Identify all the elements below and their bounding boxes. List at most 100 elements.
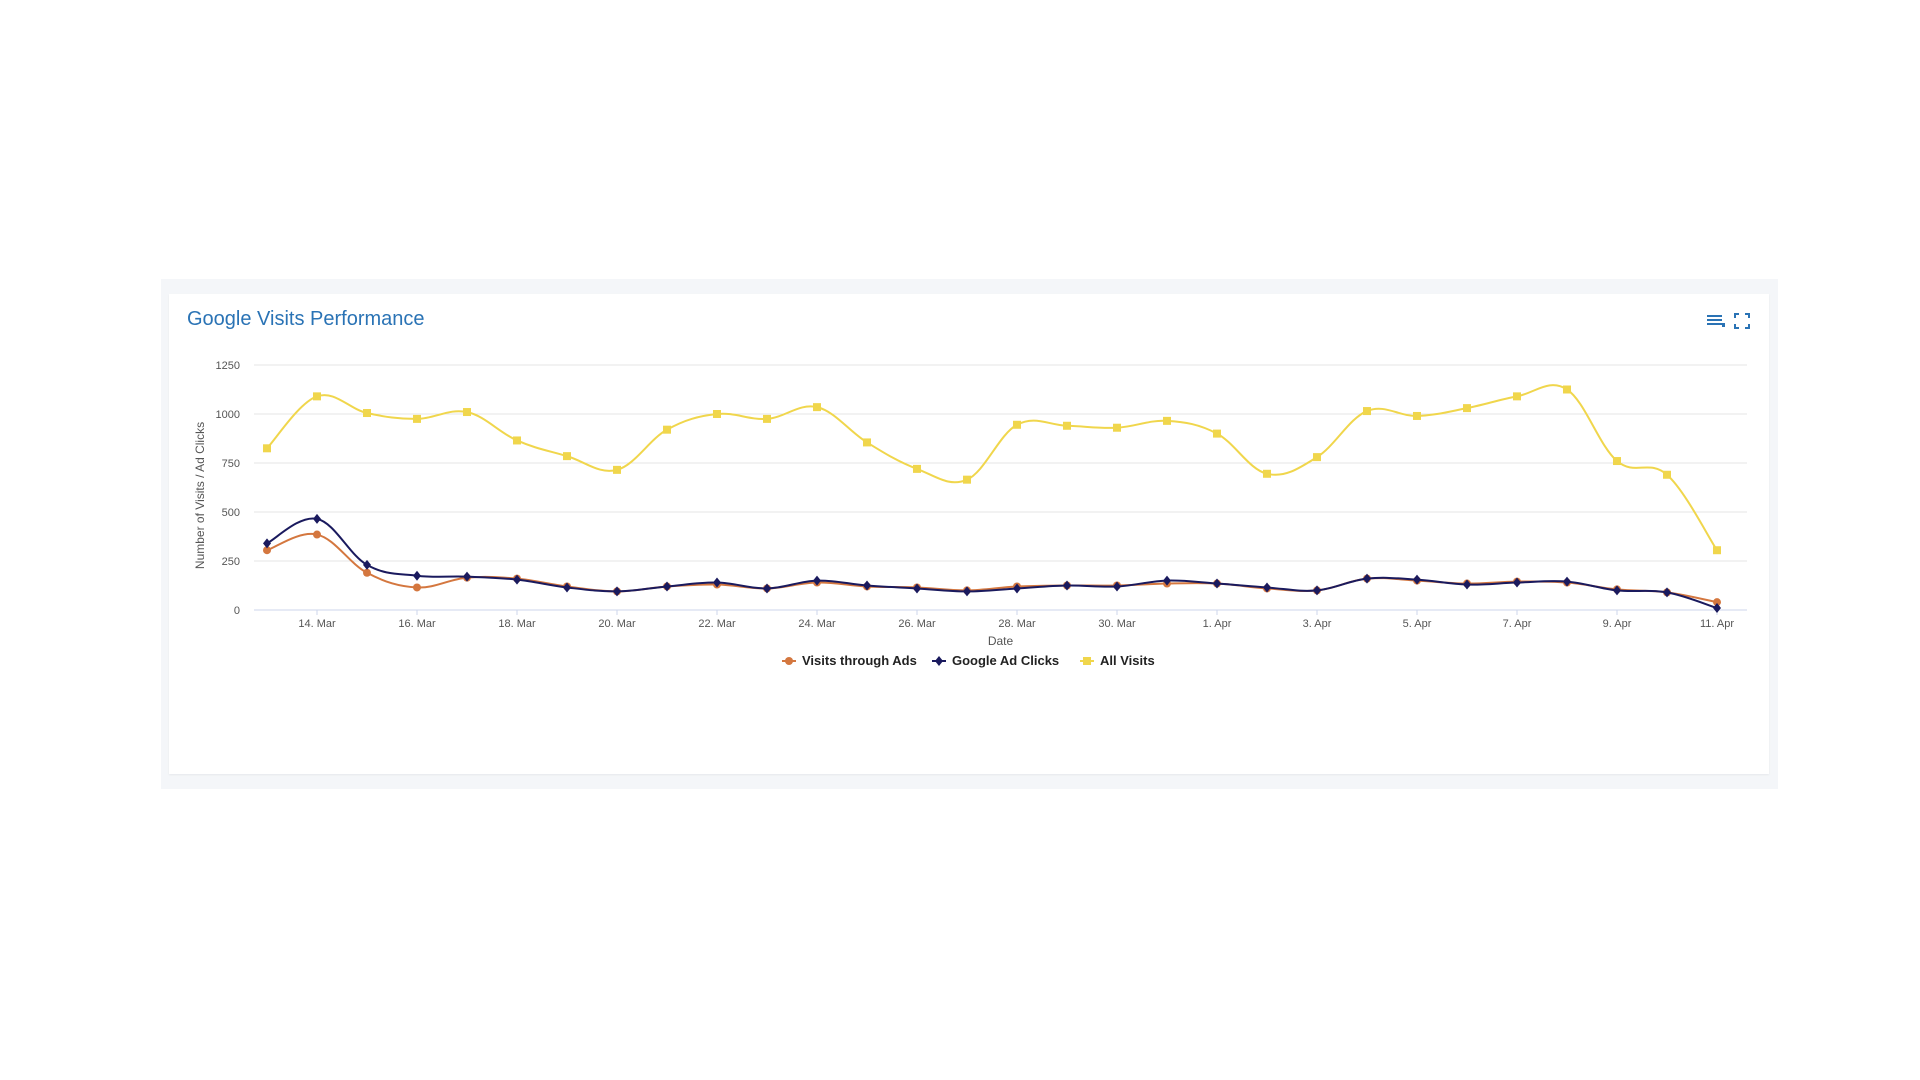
data-point — [313, 392, 321, 401]
data-point — [563, 452, 571, 461]
data-point — [813, 575, 821, 586]
data-point — [363, 559, 371, 570]
chart-toolbar — [1707, 312, 1751, 330]
x-tick-label: 26. Mar — [898, 618, 936, 630]
y-axis-title: Number of Visits / Ad Clicks — [193, 422, 207, 569]
data-point — [1613, 457, 1621, 466]
data-point — [513, 436, 521, 445]
x-tick-label: 1. Apr — [1203, 618, 1232, 630]
data-point — [713, 410, 721, 418]
data-point — [1263, 469, 1271, 478]
data-point — [1313, 453, 1321, 462]
line-chart: 0 250 500 750 1000 1250 14. Mar 16. Mar 18. Mar 2… — [193, 360, 1747, 668]
data-point — [1213, 578, 1221, 589]
data-point — [1063, 421, 1071, 430]
x-tick-label: 18. Mar — [498, 618, 536, 630]
x-tick-label: 20. Mar — [598, 618, 636, 630]
data-point — [813, 403, 821, 412]
data-point — [1063, 580, 1071, 591]
x-tick-label: 7. Apr — [1503, 618, 1532, 630]
data-point — [1163, 416, 1171, 425]
series-line — [266, 384, 1718, 551]
data-point — [263, 538, 271, 549]
legend-marker — [1083, 657, 1091, 665]
data-point — [613, 465, 621, 474]
data-point — [1363, 573, 1371, 584]
data-point — [1263, 582, 1271, 593]
x-tick-label: 22. Mar — [698, 618, 736, 630]
x-tick-label: 9. Apr — [1603, 618, 1632, 630]
data-point — [1513, 577, 1521, 588]
y-tick-label: 0 — [234, 605, 240, 617]
legend-marker — [935, 656, 943, 666]
data-point — [1463, 404, 1471, 413]
x-tick-label: 24. Mar — [798, 618, 836, 630]
data-point — [713, 577, 721, 588]
data-point — [1413, 411, 1421, 420]
data-point — [1213, 429, 1221, 438]
fullscreen-icon[interactable] — [1733, 312, 1751, 330]
data-point — [913, 464, 921, 473]
data-point — [863, 438, 871, 447]
data-point — [563, 582, 571, 593]
x-tick-label: 30. Mar — [1098, 618, 1136, 630]
data-point — [463, 408, 471, 417]
x-tick-label: 14. Mar — [298, 618, 336, 630]
data-point — [663, 425, 671, 434]
chart-title: Google Visits Performance — [187, 308, 425, 330]
data-point — [413, 583, 421, 592]
legend-item-label: Google Ad Clicks — [952, 653, 1059, 668]
hamburger-menu-icon[interactable] — [1707, 312, 1725, 330]
data-point — [1563, 576, 1571, 587]
legend-item-label: All Visits — [1100, 653, 1155, 668]
data-point — [263, 444, 271, 453]
x-tick-label: 3. Apr — [1303, 618, 1332, 630]
data-point — [1563, 385, 1571, 394]
data-point — [1163, 575, 1171, 586]
data-point — [1463, 579, 1471, 590]
data-point — [663, 581, 671, 592]
data-point — [613, 586, 621, 597]
y-tick-label: 750 — [222, 458, 240, 470]
x-tick-label: 16. Mar — [398, 618, 436, 630]
data-point — [413, 414, 421, 423]
data-point — [1663, 470, 1671, 479]
data-point — [1713, 598, 1721, 607]
data-point — [263, 546, 271, 555]
chart-card: Google Visits Performance 0 250 500 750 1000… — [169, 294, 1769, 774]
y-tick-label: 1250 — [216, 360, 240, 372]
y-tick-label: 500 — [222, 507, 240, 519]
data-point — [1313, 585, 1321, 596]
data-point — [1113, 423, 1121, 432]
data-point — [363, 568, 371, 577]
data-point — [763, 583, 771, 594]
data-point — [913, 583, 921, 594]
data-point — [363, 409, 371, 418]
data-point — [1713, 546, 1721, 555]
series-line — [266, 517, 1718, 609]
data-point — [313, 513, 321, 524]
data-point — [1713, 603, 1721, 614]
y-tick-label: 250 — [222, 556, 240, 568]
x-axis-title: Date — [988, 634, 1014, 648]
x-tick-label: 5. Apr — [1403, 618, 1432, 630]
data-point — [1613, 585, 1621, 596]
data-point — [1363, 407, 1371, 416]
y-tick-label: 1000 — [216, 409, 240, 421]
x-tick-label: 28. Mar — [998, 618, 1036, 630]
legend-marker — [785, 657, 793, 665]
data-point — [763, 414, 771, 423]
chart-panel-frame: Google Visits Performance 0 250 500 750 1000… — [161, 279, 1778, 789]
data-point — [463, 571, 471, 582]
data-point — [963, 475, 971, 484]
legend-item-label: Visits through Ads — [802, 653, 917, 668]
data-point — [1013, 420, 1021, 429]
data-point — [413, 570, 421, 581]
data-point — [1113, 581, 1121, 592]
data-point — [963, 586, 971, 597]
data-point — [1013, 583, 1021, 594]
data-point — [313, 530, 321, 539]
data-point — [1663, 587, 1671, 598]
x-tick-label: 11. Apr — [1700, 618, 1734, 630]
data-point — [1413, 574, 1421, 585]
